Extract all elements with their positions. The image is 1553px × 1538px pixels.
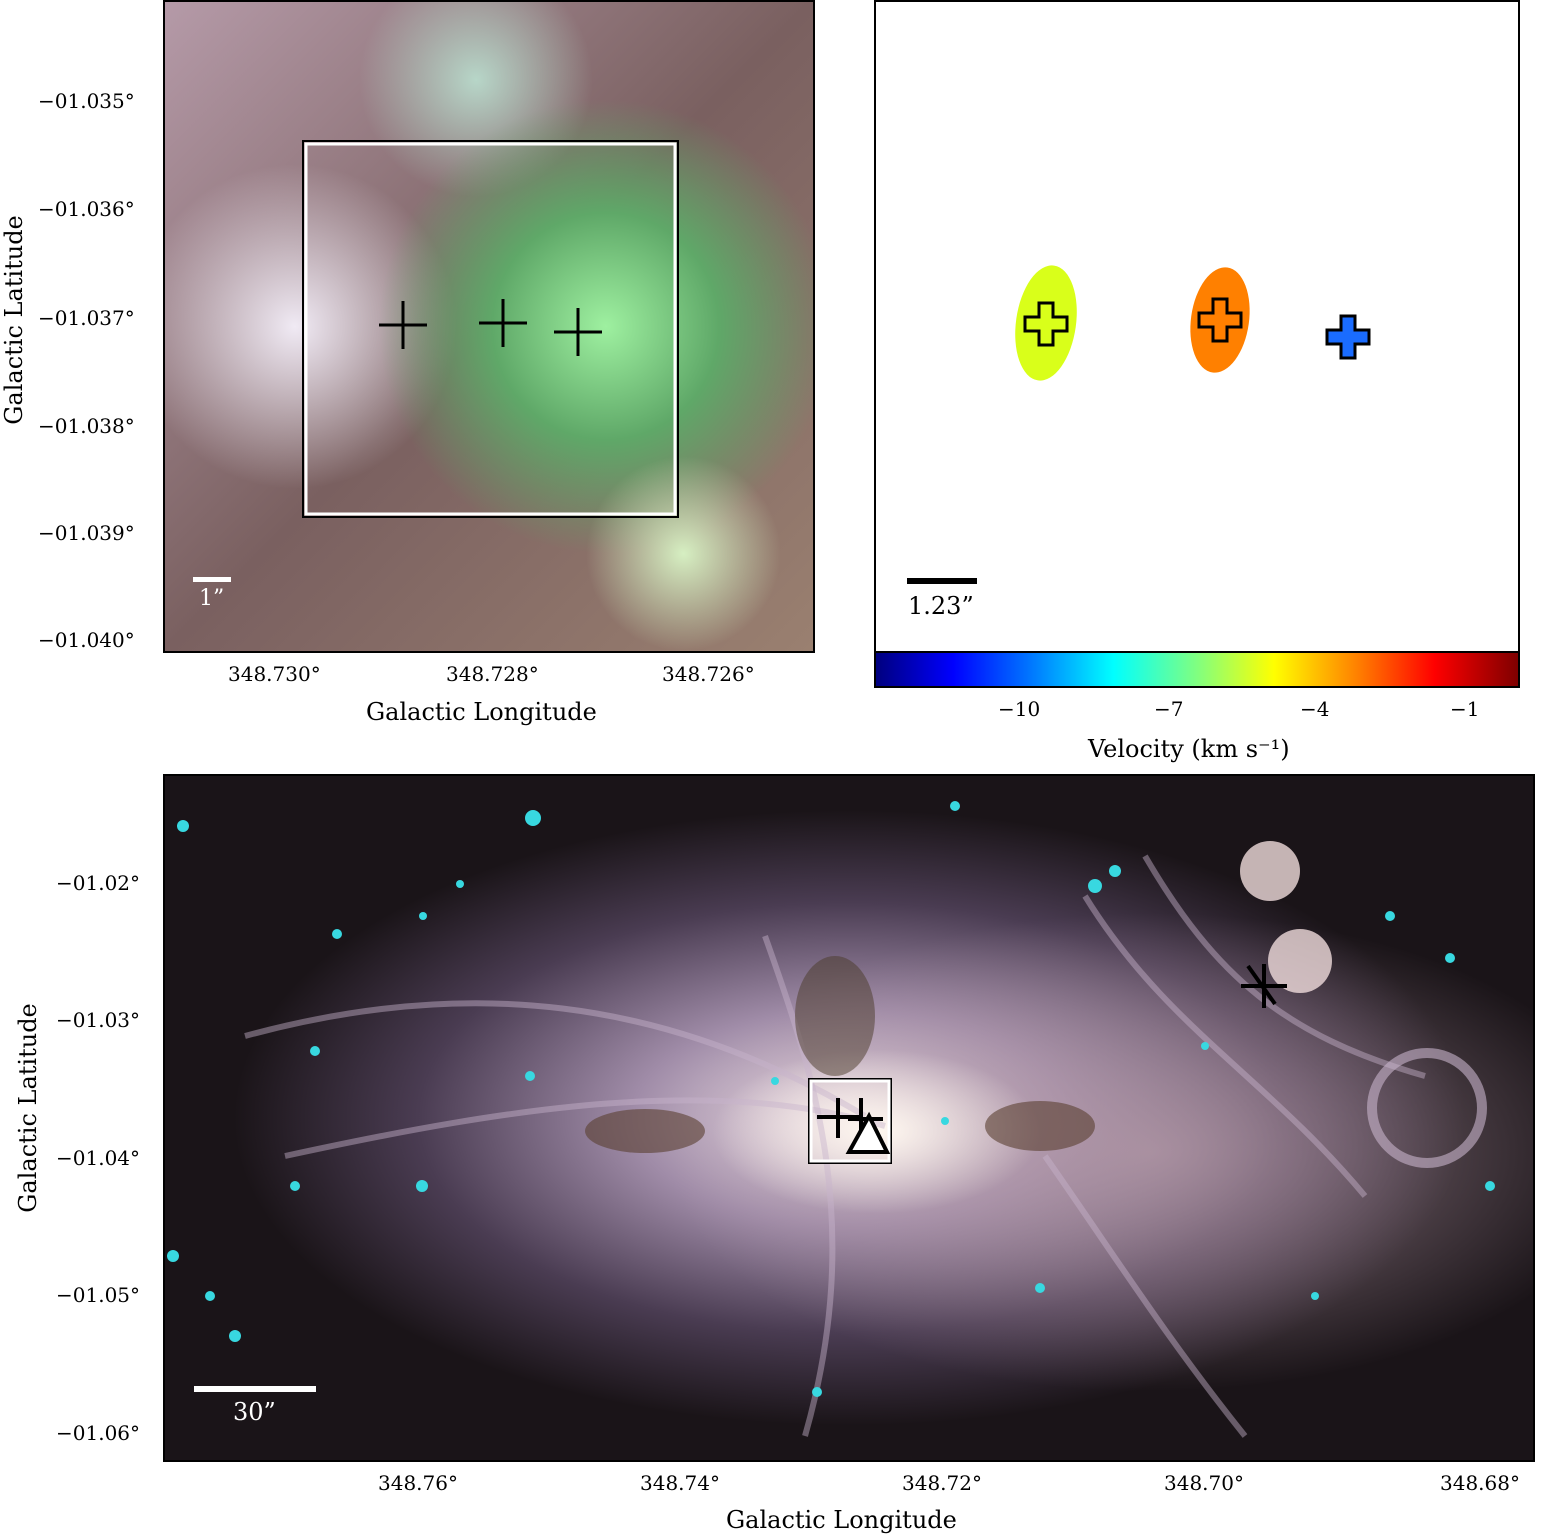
y-tick-label: −01.039° [38,521,135,545]
source-markers [379,299,602,356]
top-right-velocity-panel: 1.23” [874,0,1520,653]
y-tick-label: −01.02° [56,871,141,895]
velocity-map [907,265,1371,584]
y-tick-label: −01.037° [38,306,135,330]
cross-marker-1 [1023,301,1069,347]
x-axis-label: Galactic Longitude [366,698,597,726]
colorbar-tick: −4 [1300,697,1330,721]
x-tick-label: 348.74° [640,1471,720,1495]
x-tick-label: 348.728° [446,662,539,686]
y-tick-label: −01.038° [38,414,135,438]
y-tick-label: −01.04° [56,1146,141,1170]
x-tick-label: 348.730° [228,662,321,686]
cross-marker-3 [1325,314,1371,360]
colorbar-tick: −1 [1450,697,1480,721]
triangle-marker [845,1111,891,1154]
y-tick-label: −01.036° [38,197,135,221]
colorbar-label: Velocity (km s⁻¹) [1088,735,1290,763]
bottom-image-panel: 30” [163,774,1535,1462]
colorbar-tick: −10 [998,697,1041,721]
y-tick-label: −01.035° [38,89,135,113]
scale-bar-label: 30” [233,1398,276,1426]
x-tick-label: 348.68° [1440,1471,1520,1495]
y-tick-label: −01.05° [56,1283,141,1307]
x-tick-label: 348.76° [378,1471,458,1495]
top-left-image-panel: 1” [163,0,815,653]
scale-bar [193,577,231,582]
cross-marker-2 [1197,297,1243,343]
x-tick-label: 348.70° [1164,1471,1244,1495]
x-axis-label: Galactic Longitude [726,1506,957,1534]
x-tick-label: 348.72° [902,1471,982,1495]
colorbar [874,651,1520,688]
top-left-image [165,2,813,651]
x-tick-label: 348.726° [662,662,755,686]
colorbar-tick: −7 [1154,697,1184,721]
scale-bar-label: 1.23” [908,592,974,620]
scale-bar [194,1386,316,1392]
y-axis-label: Galactic Latitude [0,215,28,425]
bottom-image [165,776,1533,1460]
y-tick-label: −01.03° [56,1008,141,1032]
zoom-region-box [302,140,679,518]
zoom-region-box [809,1079,891,1163]
y-tick-label: −01.06° [56,1421,141,1445]
y-axis-label: Galactic Latitude [14,1003,42,1213]
scale-bar [907,578,977,584]
scale-bar-label: 1” [199,586,225,611]
y-tick-label: −01.040° [38,628,135,652]
